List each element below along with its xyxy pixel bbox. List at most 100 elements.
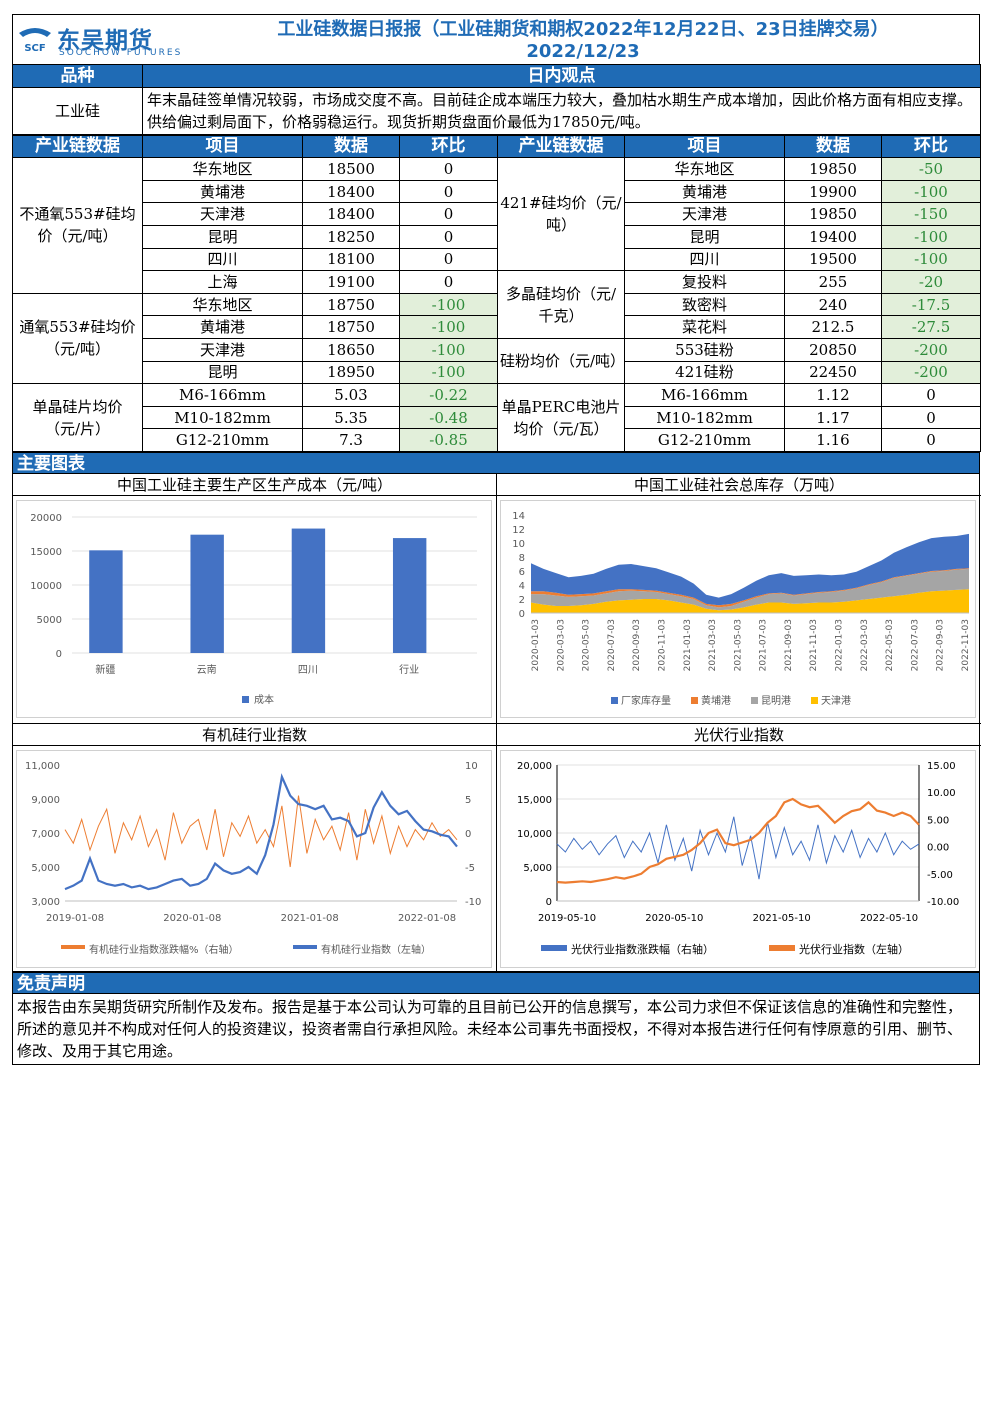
right-item: 553硅粉 xyxy=(624,337,785,362)
logo-mark-icon: SCF xyxy=(19,28,51,54)
left-change: 0 xyxy=(399,270,498,294)
right-item: 致密料 xyxy=(624,292,785,317)
x-tick-label: 2022-05-03 xyxy=(885,619,895,671)
chain-row: 昆明 18950 -100 421硅粉 22450 -200 xyxy=(13,360,981,385)
y-right-tick-label: 0.00 xyxy=(927,843,949,854)
disclaimer-title: 免责声明 xyxy=(17,973,85,994)
silicone-chart-box: 有机硅行业指数 3,000 5,000 7,000 9,000 11,000 -10 -5 0… xyxy=(13,723,497,972)
x-tick-label: 2022-09-03 xyxy=(936,619,946,671)
y-right-tick-label: 0 xyxy=(465,829,471,840)
disclaimer-bar: 免责声明 xyxy=(12,971,980,994)
y-left-tick-label: 20,000 xyxy=(517,761,552,772)
x-tick-label: 行业 xyxy=(399,663,419,676)
y-right-tick-label: 10 xyxy=(465,761,478,772)
left-item: 华东地区 xyxy=(142,157,303,181)
y-left-tick-label: 5,000 xyxy=(31,863,60,874)
right-value: 19850 xyxy=(784,202,882,226)
right-change: -100 xyxy=(881,224,981,249)
x-tick-label: 2022-05-10 xyxy=(860,913,918,924)
left-change: 0 xyxy=(399,179,498,204)
chain-row: 黄埔港 18750 -100 菜花料 212.5 -27.5 xyxy=(13,315,981,339)
y-tick-label: 4 xyxy=(519,581,525,592)
right-value: 19400 xyxy=(784,224,882,249)
chain-header-2: 项目 xyxy=(142,134,303,159)
cost-chart-panel: 0 5000 10000 15000 20000 新疆 云南 四川 行业 成本 xyxy=(16,499,492,718)
right-change: -20 xyxy=(881,270,981,294)
right-item: 菜花料 xyxy=(624,315,785,339)
left-item: 天津港 xyxy=(142,337,303,362)
y-tick-label: 12 xyxy=(512,525,525,536)
chain-header-1: 产业链数据 xyxy=(12,134,143,159)
line-series xyxy=(556,816,920,880)
x-tick-label: 2020-03-03 xyxy=(556,619,566,671)
bar xyxy=(392,537,427,653)
left-value: 18100 xyxy=(302,247,400,272)
right-change: -100 xyxy=(881,179,981,204)
left-value: 7.3 xyxy=(302,428,400,452)
charts-area: 中国工业硅主要生产区生产成本（元/吨） 0 5000 10000 15000 20000… xyxy=(12,473,981,972)
right-category: 单晶PERC电池片均价（元/瓦） xyxy=(497,383,625,452)
left-value: 18500 xyxy=(302,157,400,181)
right-value: 19900 xyxy=(784,179,882,204)
silicone-chart-title: 有机硅行业指数 xyxy=(13,724,496,746)
cost-chart-title: 中国工业硅主要生产区生产成本（元/吨） xyxy=(13,474,496,496)
silicone-line-chart: 3,000 5,000 7,000 9,000 11,000 -10 -5 0 5 10 2019-… xyxy=(25,761,481,956)
right-value: 212.5 xyxy=(784,315,882,339)
chain-header-4: 环比 xyxy=(399,134,498,159)
left-change: -100 xyxy=(399,292,498,317)
y-tick-label: 6 xyxy=(519,567,525,578)
chain-row: 单晶硅片均价（元/片） M6-166mm 5.03 -0.22 单晶PERC电池片均价（… xyxy=(12,383,981,452)
y-tick-label: 10000 xyxy=(30,581,62,592)
y-tick-label: 0 xyxy=(519,609,525,620)
right-item: 昆明 xyxy=(624,224,785,249)
y-left-tick-label: 11,000 xyxy=(25,761,60,772)
x-tick-label: 云南 xyxy=(197,663,217,676)
right-change: -17.5 xyxy=(881,292,981,317)
y-tick-label: 5000 xyxy=(37,615,62,626)
legend-swatch xyxy=(541,944,567,951)
right-value: 1.12 xyxy=(784,383,882,407)
x-tick-label: 2019-01-08 xyxy=(46,913,104,924)
x-tick-label: 2022-07-03 xyxy=(910,619,920,671)
y-left-tick-label: 7,000 xyxy=(31,829,60,840)
chain-row: 不通氧553#硅均价（元/吨） 华东地区 18500 0 421#硅均价（元/吨） 华东地… xyxy=(12,157,981,294)
logo-en-text: SOOCHOW FUTURES xyxy=(59,48,183,58)
x-tick-label: 2021-01-03 xyxy=(683,619,693,671)
left-value: 18950 xyxy=(302,360,400,385)
x-tick-label: 2022-01-03 xyxy=(835,619,845,671)
y-right-tick-label: 10.00 xyxy=(927,788,956,799)
chain-header-3: 数据 xyxy=(302,134,400,159)
left-change: -100 xyxy=(399,337,498,362)
right-item: 天津港 xyxy=(624,202,785,226)
x-tick-label: 2020-05-03 xyxy=(582,619,592,671)
chain-header-8: 环比 xyxy=(881,134,981,159)
legend-label: 有机硅行业指数涨跌幅%（右轴） xyxy=(89,943,239,956)
left-change: -0.85 xyxy=(399,428,498,452)
pv-chart-box: 光伏行业指数 0 5,000 10,000 15,000 20,000 -10.00 -5.… xyxy=(497,724,981,972)
y-right-tick-label: -10 xyxy=(465,897,481,908)
view-col-product-header: 品种 xyxy=(12,64,143,88)
left-item: G12-210mm xyxy=(142,428,303,452)
x-tick-label: 2021-11-03 xyxy=(809,619,819,671)
bar xyxy=(89,550,123,653)
legend-label: 成本 xyxy=(254,693,274,706)
right-value: 20850 xyxy=(784,337,882,362)
left-item: 黄埔港 xyxy=(142,179,303,204)
right-change: -100 xyxy=(881,247,981,272)
chain-header-5: 产业链数据 xyxy=(497,134,625,159)
legend-label: 光伏行业指数涨跌幅（右轴） xyxy=(571,942,714,956)
legend-label: 光伏行业指数（左轴） xyxy=(799,942,909,956)
x-tick-label: 2020-11-03 xyxy=(657,619,667,671)
left-item: M6-166mm xyxy=(142,383,303,407)
right-value: 19850 xyxy=(784,157,882,181)
y-right-tick-label: 5 xyxy=(465,795,471,806)
x-tick-label: 2021-09-03 xyxy=(784,619,794,671)
x-tick-label: 2022-11-03 xyxy=(961,619,971,671)
x-tick-label: 2020-01-03 xyxy=(531,619,541,671)
right-value: 1.17 xyxy=(784,405,882,430)
left-item: 上海 xyxy=(142,270,303,294)
chain-row: 天津港 18400 0 天津港 19850 -150 xyxy=(13,202,981,226)
area-series xyxy=(531,589,969,613)
chain-row: 四川 18100 0 四川 19500 -100 xyxy=(13,247,981,272)
